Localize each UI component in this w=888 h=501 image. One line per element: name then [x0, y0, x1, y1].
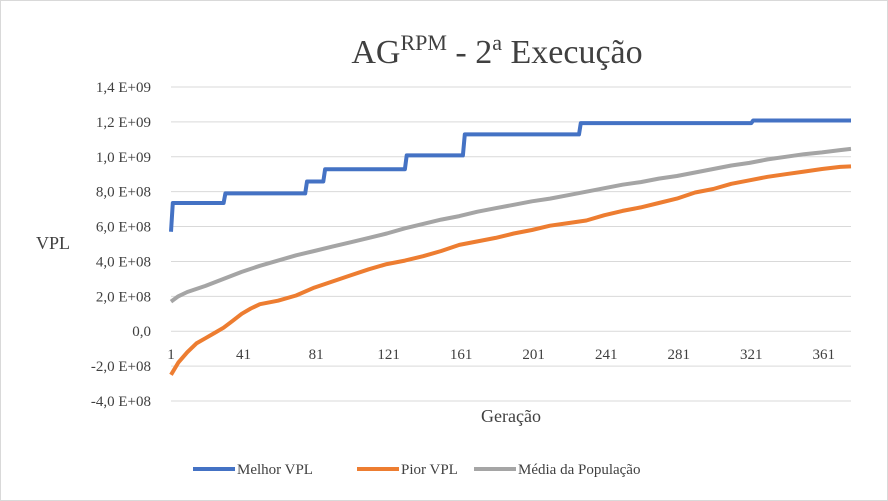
- y-tick-label: 2,0 E+08: [96, 289, 151, 305]
- legend-label: Melhor VPL: [237, 462, 313, 478]
- y-tick-label: 0,0: [132, 324, 151, 340]
- x-tick-label: 161: [450, 347, 473, 363]
- x-tick-label: 1: [167, 347, 175, 363]
- x-tick-label: 321: [740, 347, 763, 363]
- chart-title: AGRPM - 2a Execução: [351, 30, 642, 71]
- x-axis-title: Geração: [481, 406, 541, 426]
- series-line-1: [169, 118, 851, 232]
- y-tick-label: -2,0 E+08: [91, 359, 151, 375]
- y-tick-label: 1,4 E+09: [96, 80, 151, 96]
- series-layer: [169, 118, 852, 376]
- x-tick-label: 201: [522, 347, 545, 363]
- legend-label: Média da População: [518, 462, 640, 478]
- y-tick-label: 6,0 E+08: [96, 220, 151, 236]
- x-tick-label: 121: [377, 347, 400, 363]
- y-axis-ticks: 1,4 E+09 1,2 E+09 1,0 E+09 8,0 E+08 6,0 E+08…: [91, 80, 151, 410]
- legend-label: Pior VPL: [401, 462, 458, 478]
- y-tick-label: 1,2 E+09: [96, 115, 151, 131]
- y-axis-title: VPL: [36, 233, 70, 253]
- series-line-3: [169, 146, 852, 304]
- series-line-2: [169, 164, 852, 376]
- y-tick-label: -4,0 E+08: [91, 394, 151, 410]
- y-tick-label: 1,0 E+09: [96, 150, 151, 166]
- x-tick-label: 361: [813, 347, 836, 363]
- y-tick-label: 4,0 E+08: [96, 254, 151, 270]
- legend: Melhor VPL Pior VPL Média da População: [193, 462, 640, 478]
- x-tick-label: 41: [236, 347, 251, 363]
- x-tick-label: 281: [667, 347, 690, 363]
- y-tick-label: 8,0 E+08: [96, 185, 151, 201]
- x-tick-label: 241: [595, 347, 618, 363]
- x-axis-ticks: 1 41 81 121 161 201 241 281 321 361: [167, 347, 835, 363]
- x-tick-label: 81: [309, 347, 324, 363]
